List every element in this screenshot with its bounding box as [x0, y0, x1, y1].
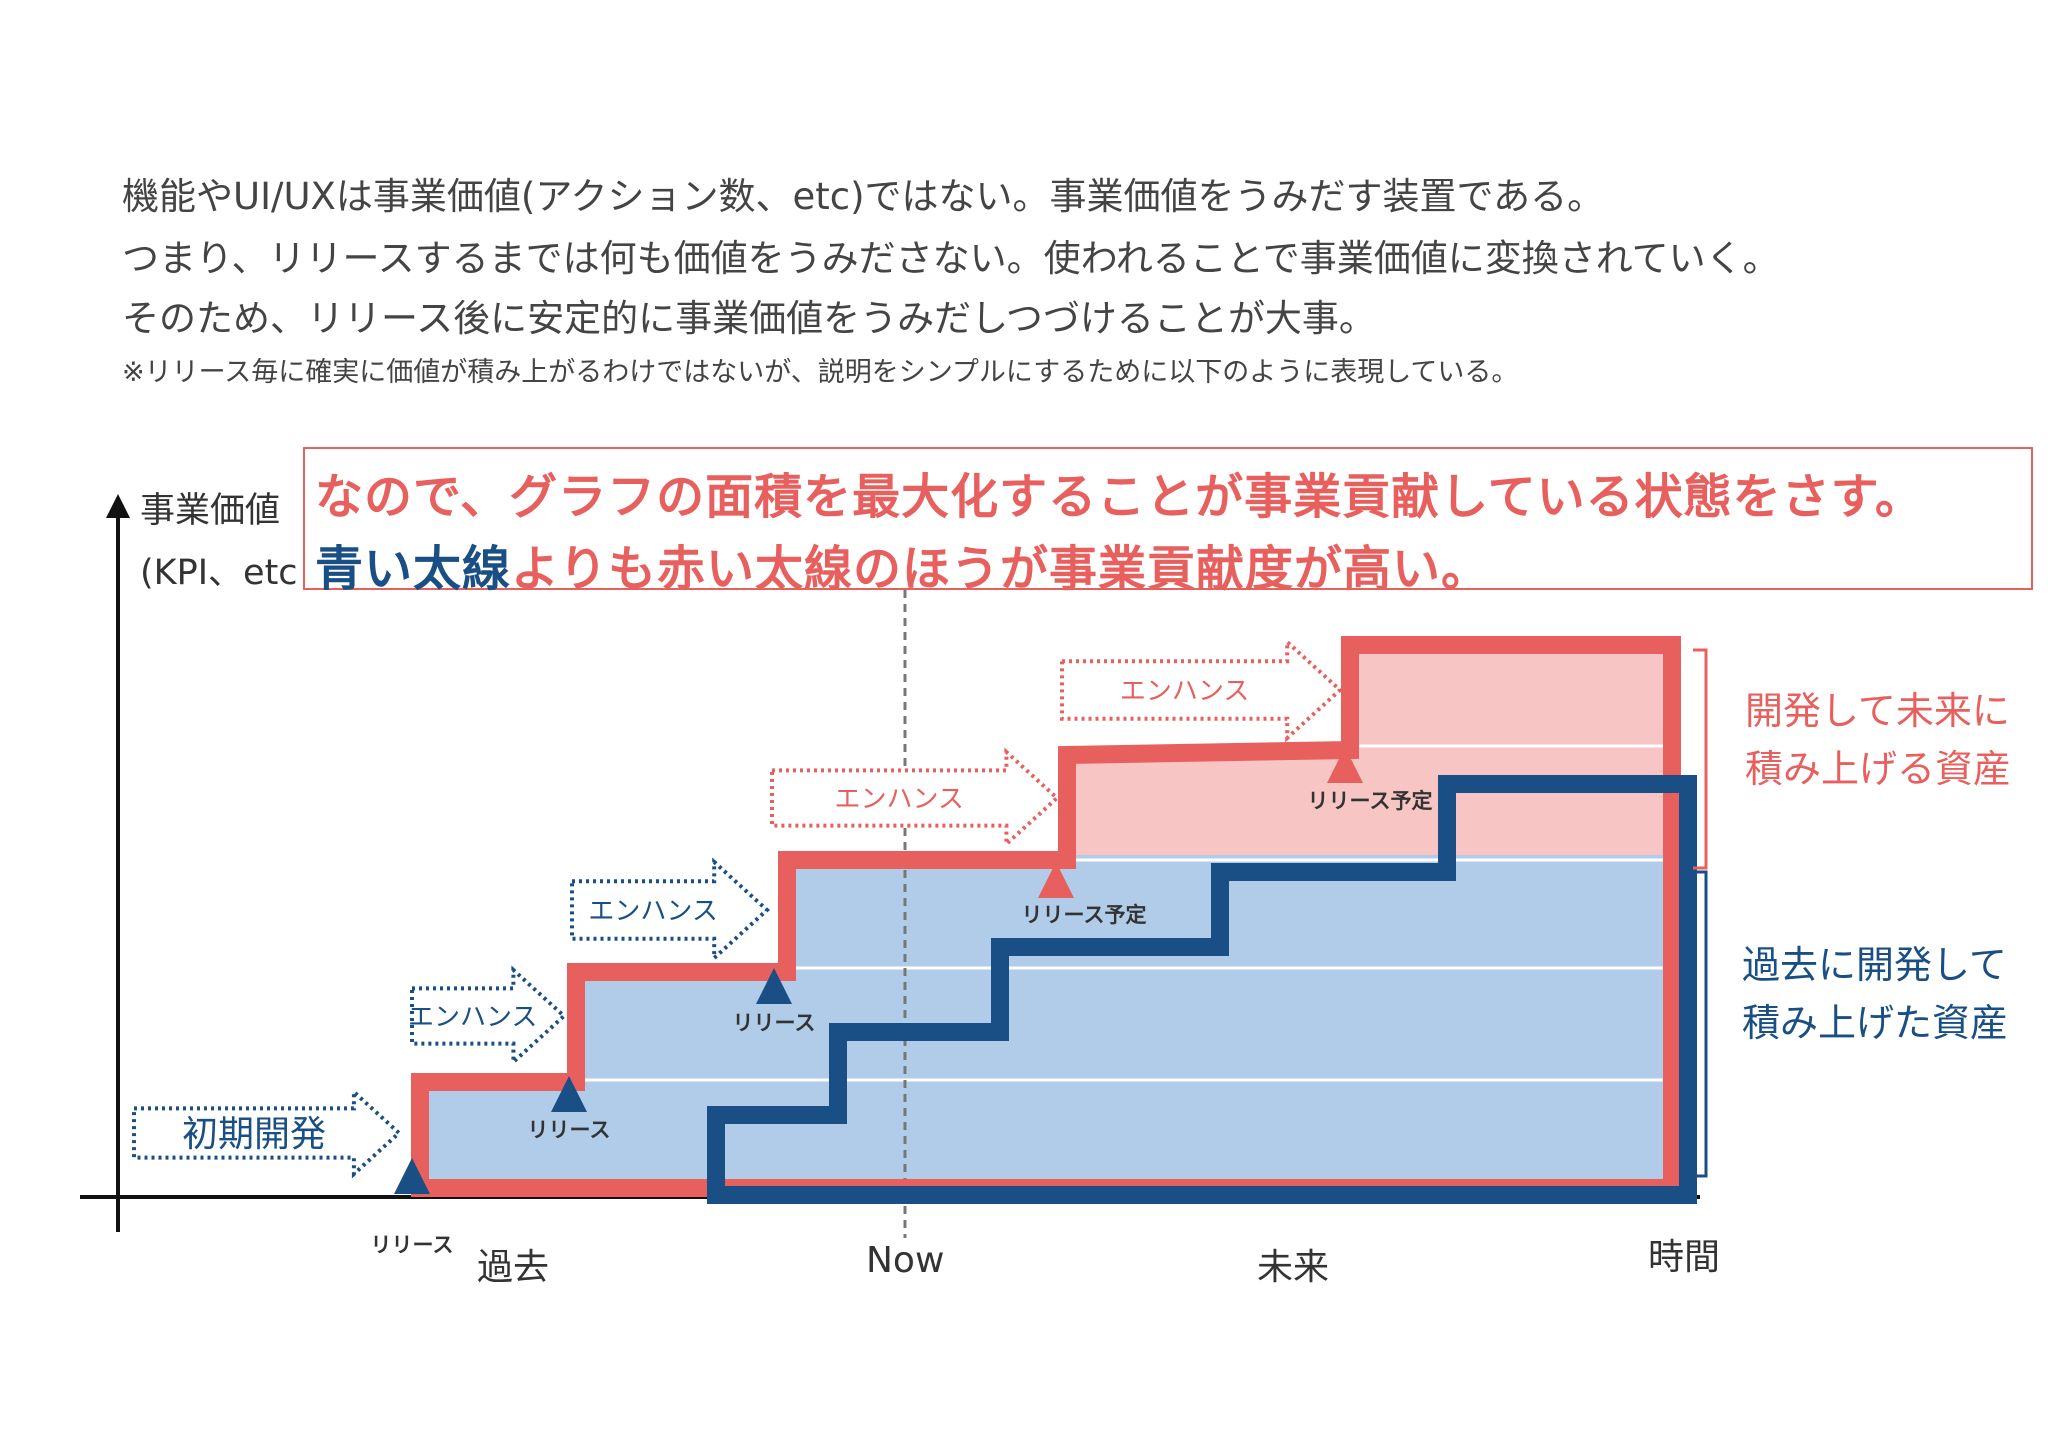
callout-line-2-rest: よりも赤い太線のほうが事業貢献度が高い。: [511, 541, 1491, 597]
past-assets-label-2: 積み上げた資産: [1742, 1001, 2009, 1045]
initial-dev-arrow-label: 初期開発: [182, 1114, 326, 1155]
planned-release-marker-1-label: リリース予定: [1022, 903, 1147, 927]
planned-release-marker-2-label: リリース予定: [1308, 789, 1433, 813]
x-label-future: 未来: [1257, 1247, 1330, 1288]
enhance-arrow-3-shape: [770, 747, 1060, 849]
future-assets-label-2: 積み上げる資産: [1745, 747, 2012, 791]
enhance-arrow-3: エンハンス: [770, 747, 1060, 849]
callout-blue-line-term: 青い太線: [315, 541, 512, 597]
y-axis-label-1: 事業価値: [140, 491, 281, 531]
planned-release-marker-1: リリース予定: [1022, 862, 1147, 927]
intro-line-1: 機能やUI/UXは事業価値(アクション数、etc)ではない。事業価値をうみだす装…: [122, 175, 1605, 218]
past-assets-label-1: 過去に開発して: [1742, 943, 2007, 987]
red-value-line: [411, 636, 1681, 1197]
release-marker-3: リリース: [733, 968, 816, 1035]
blue-value-line: [707, 775, 1697, 1204]
callout-box: なので、グラフの面積を最大化することが事業貢献している状態をさす。 青い太線より…: [303, 447, 2033, 597]
enhance-arrow-1: エンハンス: [408, 965, 567, 1067]
enhance-arrow-4-shape: [1060, 637, 1343, 743]
release-marker-3-label: リリース: [733, 1011, 816, 1035]
future-assets-label: 開発して未来に 積み上げる資産: [1745, 682, 2011, 798]
release-marker-1-triangle: [394, 1158, 430, 1194]
release-marker-2-triangle: [551, 1076, 587, 1112]
callout-line-2: 青い太線よりも赤い太線のほうが事業貢献度が高い。: [315, 529, 1490, 599]
planned-release-marker-1-triangle: [1038, 862, 1074, 898]
x-label-now: Now: [866, 1240, 945, 1281]
enhance-arrow-4: エンハンス: [1060, 637, 1343, 743]
release-marker-1-label: リリース: [371, 1233, 454, 1257]
intro-note: ※リリース毎に確実に価値が積み上がるわけではないが、説明をシンプルにするために以…: [122, 357, 1519, 388]
past-assets-area: [418, 855, 1668, 1188]
planned-release-marker-2: リリース予定: [1308, 747, 1433, 813]
past-assets-bracket: [1693, 870, 1708, 1178]
enhance-arrow-2-label: エンハンス: [588, 896, 717, 926]
release-marker-1: リリース: [371, 1158, 454, 1257]
enhance-arrow-3-label: エンハンス: [834, 784, 963, 814]
release-marker-2: リリース: [528, 1076, 611, 1142]
initial-dev-arrow-shape: [132, 1087, 402, 1179]
x-label-time: 時間: [1648, 1237, 1721, 1278]
x-label-past: 過去: [477, 1247, 550, 1288]
enhance-arrow-2-shape: [570, 857, 770, 963]
past-assets-label: 過去に開発して 積み上げた資産: [1742, 936, 2008, 1052]
planned-release-marker-2-triangle: [1327, 747, 1363, 783]
intro-line-2: つまり、リリースするまでは何も価値をうみださない。使われることで事業価値に変換さ…: [122, 237, 1780, 280]
enhance-arrow-2: エンハンス: [570, 857, 770, 963]
enhance-arrow-4-label: エンハンス: [1120, 676, 1249, 706]
release-marker-3-triangle: [756, 968, 792, 1004]
y-axis-label-2: (KPI、etc: [140, 553, 298, 593]
release-marker-2-label: リリース: [528, 1118, 611, 1142]
callout-line-1: なので、グラフの面積を最大化することが事業貢献している状態をさす。: [315, 469, 1924, 525]
enhance-arrow-1-label: エンハンス: [408, 1002, 537, 1032]
future-assets-bracket: [1693, 648, 1708, 870]
enhance-arrow-1-shape: [410, 965, 567, 1067]
future-assets-area: [1067, 645, 1668, 855]
future-assets-label-1: 開発して未来に: [1745, 689, 2010, 733]
intro-line-3: そのため、リリース後に安定的に事業価値をうみだしつづけることが大事。: [122, 297, 1376, 340]
initial-dev-arrow: 初期開発: [132, 1087, 402, 1179]
